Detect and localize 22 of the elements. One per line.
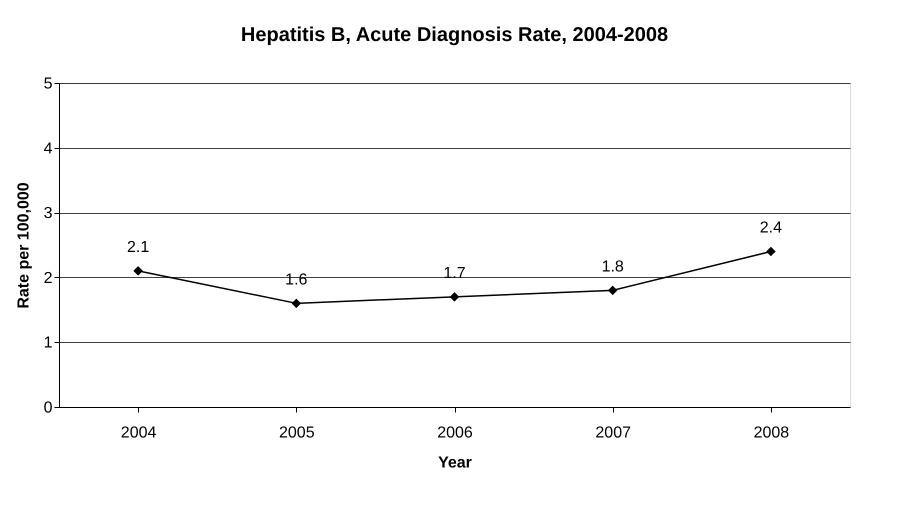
point — [608, 286, 618, 296]
data-label: 2.1 — [126, 238, 150, 256]
point — [766, 246, 776, 256]
y-tick-label: 3 — [44, 205, 53, 222]
x-tick-label: 2004 — [120, 424, 156, 442]
y-axis-title: Rate per 100,000 — [16, 182, 33, 309]
point — [292, 298, 302, 308]
data-label: 1.8 — [602, 258, 624, 276]
y-tick-label: 0 — [44, 400, 53, 416]
x-tick-label: 2006 — [437, 424, 473, 442]
chart-title: Hepatitis B, Acute Diagnosis Rate, 2004-2008 — [240, 24, 668, 46]
x-tick-label: 2007 — [595, 424, 632, 442]
point — [133, 266, 143, 276]
x-axis-title: Year — [438, 454, 472, 472]
point — [450, 292, 460, 302]
y-tick-label: 5 — [44, 76, 53, 92]
y-tick-label: 4 — [44, 140, 53, 158]
x-tick-label: 2005 — [279, 424, 315, 442]
x-tick-label: 2008 — [754, 424, 790, 442]
data-label: 2.4 — [760, 219, 782, 236]
y-tick-label: 2 — [44, 270, 53, 287]
y-tick-label: 1 — [44, 334, 53, 352]
